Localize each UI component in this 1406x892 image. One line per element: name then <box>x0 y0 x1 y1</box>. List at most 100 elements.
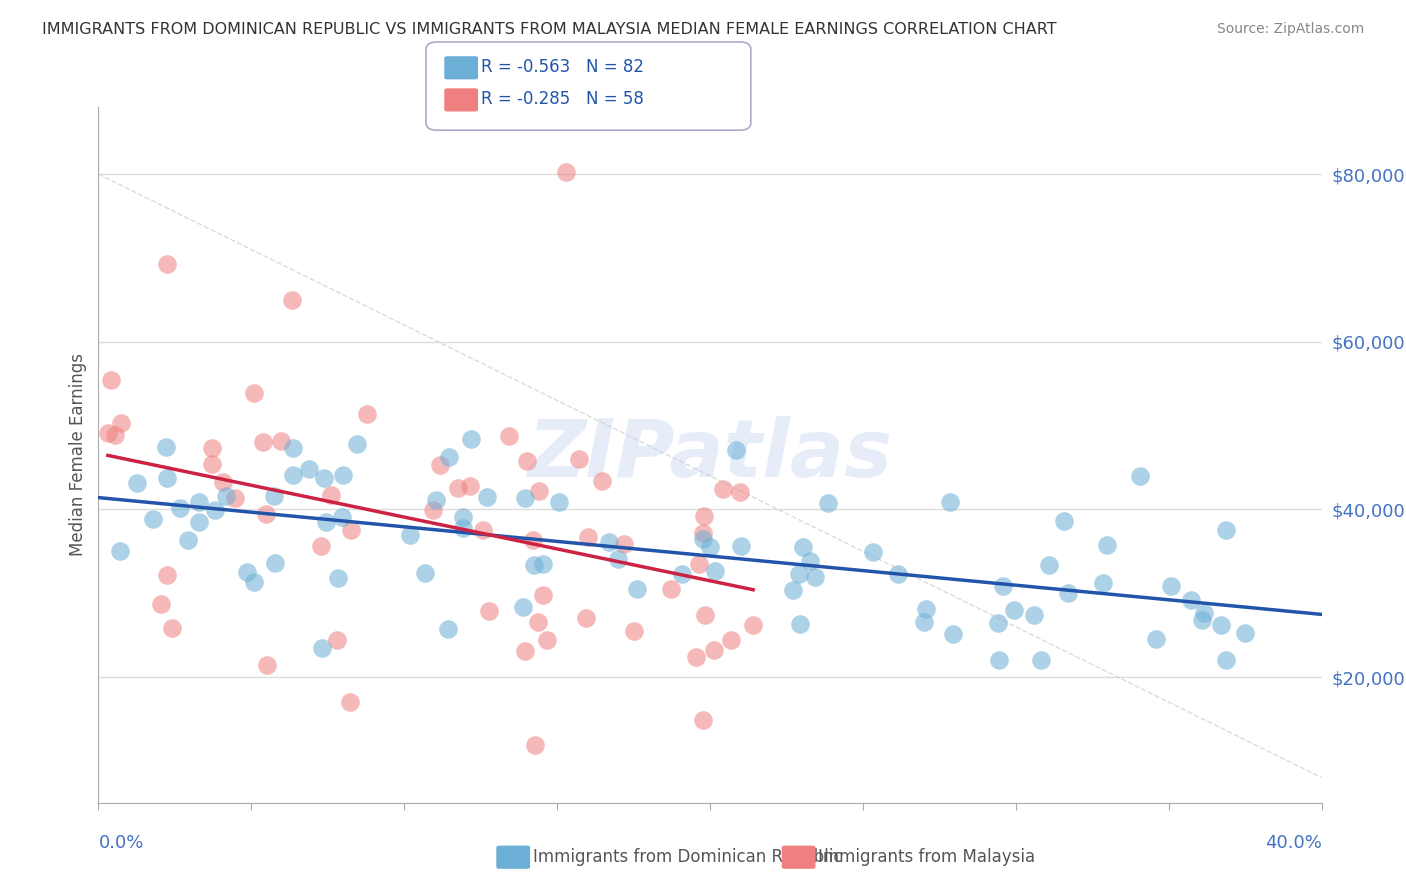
Text: R = -0.563   N = 82: R = -0.563 N = 82 <box>481 58 644 76</box>
Point <box>1234 625 1257 640</box>
Point <box>792 540 814 554</box>
Point <box>187 516 209 530</box>
Point <box>516 453 538 467</box>
Text: R = -0.285   N = 58: R = -0.285 N = 58 <box>481 90 644 108</box>
Point <box>789 567 811 582</box>
Point <box>211 475 233 489</box>
Point <box>988 653 1011 667</box>
Point <box>201 457 224 471</box>
Point <box>512 600 534 615</box>
Point <box>425 493 447 508</box>
Point <box>104 427 127 442</box>
Point <box>578 530 600 544</box>
Point <box>446 481 468 495</box>
Point <box>692 532 714 546</box>
Point <box>703 643 725 657</box>
Point <box>110 416 132 430</box>
Point <box>256 658 278 673</box>
Point <box>685 649 707 664</box>
Text: Immigrants from Malaysia: Immigrants from Malaysia <box>818 848 1035 866</box>
Point <box>720 632 742 647</box>
Point <box>204 502 226 516</box>
Point <box>224 491 246 505</box>
Point <box>522 533 544 547</box>
Point <box>659 582 682 597</box>
Point <box>575 610 598 624</box>
Point <box>912 615 935 630</box>
Point <box>1095 538 1118 552</box>
Point <box>704 565 727 579</box>
Point <box>1092 575 1115 590</box>
Point <box>242 574 264 589</box>
Point <box>713 482 735 496</box>
Point <box>730 539 752 553</box>
Point <box>692 713 714 727</box>
Point <box>252 435 274 450</box>
Point <box>554 165 576 179</box>
Point <box>100 373 122 387</box>
Point <box>789 617 811 632</box>
Point <box>523 738 546 752</box>
Point <box>160 621 183 635</box>
Point <box>613 537 636 551</box>
Point <box>478 604 501 618</box>
Point <box>460 479 482 493</box>
Point <box>340 524 363 538</box>
Point <box>156 471 179 485</box>
Point <box>498 429 520 443</box>
Point <box>311 641 333 656</box>
Point <box>692 508 714 523</box>
Point <box>155 568 177 582</box>
Point <box>281 442 304 456</box>
Point <box>607 551 630 566</box>
Point <box>263 489 285 503</box>
Point <box>201 441 224 455</box>
Point <box>1029 653 1052 667</box>
Point <box>862 545 884 559</box>
Point <box>315 516 337 530</box>
Point <box>1215 523 1237 537</box>
Point <box>475 490 498 504</box>
Point <box>149 597 172 611</box>
Point <box>513 491 536 505</box>
Point <box>1002 603 1025 617</box>
Point <box>523 558 546 572</box>
Point <box>472 524 495 538</box>
Point <box>887 567 910 582</box>
Point <box>1129 468 1152 483</box>
Point <box>987 615 1010 630</box>
Point <box>1180 592 1202 607</box>
Point <box>169 501 191 516</box>
Point <box>460 433 482 447</box>
Point <box>332 468 354 483</box>
Point <box>991 579 1014 593</box>
Point <box>243 386 266 401</box>
Point <box>914 602 936 616</box>
Point <box>1160 579 1182 593</box>
Point <box>531 557 554 571</box>
Point <box>1192 606 1215 620</box>
Point <box>177 533 200 548</box>
Point <box>311 539 333 553</box>
Point <box>942 627 965 641</box>
Y-axis label: Median Female Earnings: Median Female Earnings <box>69 353 87 557</box>
Point <box>692 525 714 540</box>
Point <box>436 622 458 636</box>
Point <box>328 571 350 585</box>
Point <box>339 696 361 710</box>
Point <box>451 521 474 535</box>
Point <box>591 475 613 489</box>
Point <box>1022 608 1045 623</box>
Point <box>526 615 548 630</box>
Point <box>319 488 342 502</box>
Text: 0.0%: 0.0% <box>98 834 143 852</box>
Point <box>938 495 960 509</box>
Point <box>156 258 179 272</box>
Point <box>626 582 648 596</box>
Point <box>235 565 257 579</box>
Point <box>1209 618 1232 632</box>
Point <box>804 570 827 584</box>
Point <box>688 557 710 571</box>
Point <box>730 485 752 500</box>
Point <box>108 544 131 558</box>
